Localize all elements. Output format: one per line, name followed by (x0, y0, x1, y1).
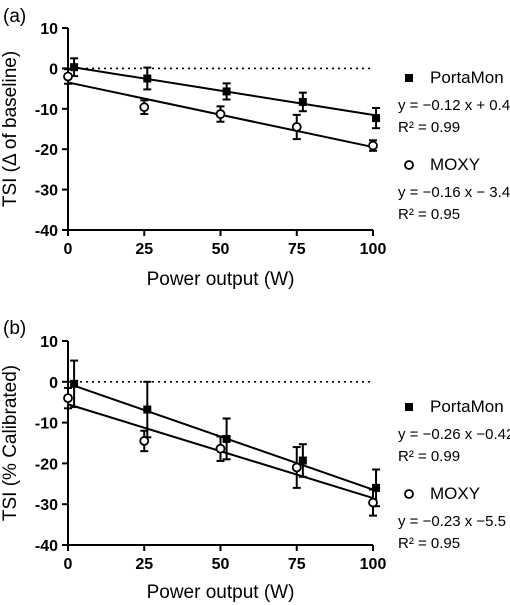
fit-equation: y = −0.12 x + 0.49 (398, 97, 510, 114)
fit-r-squared: R² = 0.99 (398, 448, 460, 465)
y-tick-label: -40 (35, 538, 58, 555)
y-axis-label: TSI (% Calibrated) (0, 365, 21, 521)
x-axis-label: Power output (W) (147, 582, 295, 603)
y-tick-label: -30 (35, 497, 58, 514)
x-tick-label: 0 (64, 241, 73, 258)
legend-marker-moxy (404, 489, 414, 499)
y-tick-label: 0 (49, 61, 58, 78)
panel-label: (b) (3, 318, 26, 339)
legend-label-portamon: PortaMon (430, 68, 504, 87)
data-point-moxy (215, 443, 226, 454)
data-point-moxy (291, 122, 302, 132)
fit-r-squared: R² = 0.99 (398, 119, 460, 136)
y-tick-label: 10 (40, 21, 58, 38)
data-point-portamon (222, 87, 231, 96)
x-tick-label: 75 (288, 241, 306, 258)
x-tick-label: 100 (360, 241, 387, 258)
x-tick-label: 50 (212, 556, 230, 573)
data-point-portamon (70, 63, 79, 72)
y-tick-label: 10 (40, 334, 58, 351)
data-point-moxy (215, 109, 226, 119)
data-point-moxy (63, 393, 73, 404)
x-tick-label: 25 (135, 556, 153, 573)
data-point-portamon (298, 456, 307, 465)
y-tick-label: -10 (35, 102, 58, 119)
fit-equation: y = −0.16 x − 3.47 (398, 184, 510, 201)
data-point-moxy (139, 436, 150, 446)
data-point-moxy (63, 71, 73, 82)
data-point-portamon (372, 114, 381, 123)
fit-equation: y = −0.23 x −5.5 (398, 513, 506, 530)
legend-label-portamon: PortaMon (430, 397, 504, 416)
x-tick-label: 100 (360, 556, 387, 573)
legend-marker-moxy (404, 160, 414, 170)
x-tick-label: 25 (135, 241, 153, 258)
legend-label-moxy: MOXY (430, 484, 480, 503)
data-point-portamon (298, 97, 307, 106)
legend-marker-portamon (405, 403, 413, 411)
data-point-portamon (70, 379, 79, 388)
y-axis-label: TSI (Δ of baseline) (0, 51, 21, 207)
fit-equation: y = −0.26 x −0.42 (398, 426, 510, 443)
data-point-portamon (222, 434, 231, 443)
legend-marker-portamon (405, 74, 413, 82)
data-point-moxy (291, 462, 302, 473)
data-point-portamon (143, 405, 152, 414)
data-point-moxy (139, 102, 150, 113)
y-tick-label: -20 (35, 456, 58, 473)
x-tick-label: 50 (212, 241, 230, 258)
y-tick-label: -40 (35, 223, 58, 240)
y-tick-label: -20 (35, 142, 58, 159)
x-axis-label: Power output (W) (147, 269, 295, 290)
panel-label: (a) (3, 6, 26, 27)
x-tick-label: 75 (288, 556, 306, 573)
y-tick-label: -10 (35, 416, 58, 433)
data-point-moxy (368, 497, 378, 508)
fit-r-squared: R² = 0.95 (398, 535, 460, 552)
x-tick-label: 0 (64, 556, 73, 573)
legend-label-moxy: MOXY (430, 155, 480, 174)
data-point-portamon (143, 74, 152, 83)
data-point-moxy (368, 140, 378, 151)
y-tick-label: -30 (35, 183, 58, 200)
data-point-portamon (372, 483, 381, 492)
fit-r-squared: R² = 0.95 (398, 206, 460, 223)
y-tick-label: 0 (49, 375, 58, 392)
